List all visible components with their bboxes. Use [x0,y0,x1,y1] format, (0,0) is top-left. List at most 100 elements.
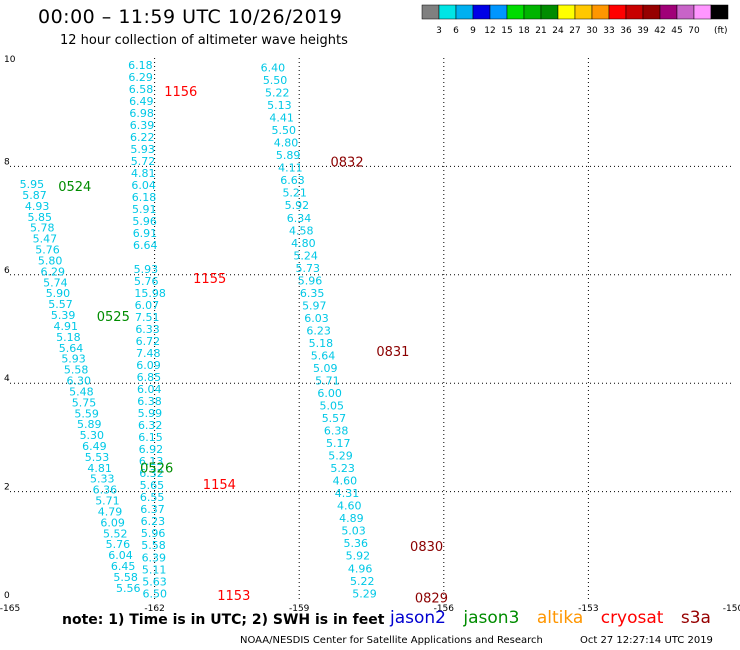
wave-height-value: 4.79 [98,505,123,518]
wave-height-value: 5.57 [322,412,347,425]
wave-height-value: 6.49 [82,440,107,453]
wave-height-value: 5.93 [130,143,155,156]
colorbar-label: 45 [671,26,682,36]
wave-height-value: 5.89 [276,149,301,162]
wave-height-value: 6.18 [132,191,157,204]
legend-s3a: s3a [680,608,711,628]
wave-height-value: 5.48 [69,385,94,398]
wave-height-value: 4.58 [289,224,314,237]
wave-height-value: 6.55 [140,491,165,504]
wave-height-value: 5.75 [72,396,97,409]
wave-height-value: 6.64 [133,239,158,252]
wave-height-value: 5.90 [46,287,71,300]
wave-height-value: 5.64 [311,349,336,362]
chart-subtitle: 12 hour collection of altimeter wave hei… [60,33,348,48]
wave-height-value: 4.81 [87,462,112,475]
colorbar-label: 12 [484,26,495,36]
wave-height-value: 6.30 [67,375,92,388]
y-tick-label: 0 [4,591,10,601]
wave-height-value: 5.22 [265,87,290,100]
wave-height-value: 4.80 [274,137,299,150]
colorbar-label: 6 [453,26,459,36]
wave-height-value: 6.38 [137,395,162,408]
wave-height-value: 5.74 [43,276,68,289]
wave-height-value: 4.81 [131,167,156,180]
wave-height-value: 5.58 [64,364,89,377]
colorbar-label: 24 [552,26,564,36]
x-tick-label: -156 [434,604,455,614]
pass-time-label: 0526 [140,462,173,477]
wave-height-value: 6.58 [129,83,154,96]
wave-height-value: 6.03 [304,312,329,325]
wave-height-value: 4.31 [335,487,360,500]
legend-jason3: jason3 [463,608,520,628]
pass-time-label: 1156 [164,85,197,100]
wave-height-value: 5.80 [38,254,63,267]
wave-height-value: 5.24 [293,249,318,262]
wave-height-value: 5.71 [315,374,340,387]
satellite-legend: jason2 jason3 altika cryosat s3a [390,608,723,628]
x-tick-label: -162 [144,604,164,614]
wave-height-value: 6.37 [140,503,165,516]
wave-height-value: 6.33 [135,323,160,336]
wave-height-value: 5.96 [141,527,166,540]
wave-height-value: 6.22 [130,131,155,144]
colorbar-unit: (ft) [714,26,728,36]
wave-height-value: 5.64 [59,342,84,355]
wave-height-value: 5.52 [103,527,128,540]
wave-height-value: 5.92 [285,199,310,212]
wave-height-value: 6.92 [139,443,164,456]
wave-height-value: 5.39 [51,309,75,322]
wave-height-value: 5.96 [132,215,157,228]
wave-height-value: 5.93 [134,263,159,276]
wave-height-value: 5.29 [328,450,353,463]
wave-height-value: 5.71 [95,495,120,508]
colorbar-label: 15 [501,26,512,36]
wave-height-value: 5.76 [35,244,60,257]
wave-height-value: 6.09 [100,516,125,529]
colorbar-label: 70 [688,26,700,36]
wave-height-value: 5.13 [267,99,292,112]
colorbar-label: 30 [586,26,598,36]
colorbar-label: 42 [654,26,665,36]
wave-height-value: 4.91 [54,320,79,333]
wave-height-value: 5.57 [48,298,72,311]
x-tick-label: -165 [0,604,20,614]
wave-height-value: 5.99 [138,407,163,420]
wave-height-value: 6.23 [306,324,331,337]
wave-height-value: 5.96 [298,274,323,287]
wave-height-value: 5.65 [140,479,165,492]
wave-height-value: 5.05 [320,400,345,413]
wave-height-value: 6.45 [111,560,136,573]
wave-height-value: 6.09 [136,359,161,372]
wave-height-value: 6.18 [128,59,153,72]
wave-height-value: 5.17 [326,437,351,450]
wave-height-value: 5.72 [131,155,156,168]
pass-time-label: 0829 [415,592,448,607]
y-tick-label: 4 [4,374,10,384]
generated-timestamp: Oct 27 12:27:14 UTC 2019 [580,635,713,646]
wave-height-value: 6.32 [139,467,164,480]
wave-height-value: 4.80 [291,237,316,250]
colorbar-label: 33 [603,26,614,36]
wave-height-value: 6.04 [108,549,133,562]
pass-time-label: 1153 [217,589,250,604]
chart-title: 00:00 – 11:59 UTC 10/26/2019 [38,6,343,28]
wave-height-value: 5.59 [74,407,99,420]
wave-height-value: 4.96 [348,562,373,575]
wave-height-value: 6.39 [130,119,155,132]
pass-time-label: 1154 [203,478,236,493]
wave-height-value: 5.85 [27,211,51,224]
y-tick-label: 10 [4,55,16,65]
pass-time-label: 0524 [58,180,91,195]
colorbar-label: 21 [535,26,546,36]
x-tick-label: -159 [289,604,310,614]
wave-height-value: 4.41 [269,112,294,125]
pass-time-label: 0831 [376,345,409,360]
colorbar-label: 3 [436,26,442,36]
wave-height-value: 6.15 [138,431,163,444]
pass-time-label: 0525 [97,310,130,325]
wave-height-value: 6.85 [137,371,162,384]
wave-height-value: 6.04 [131,179,156,192]
